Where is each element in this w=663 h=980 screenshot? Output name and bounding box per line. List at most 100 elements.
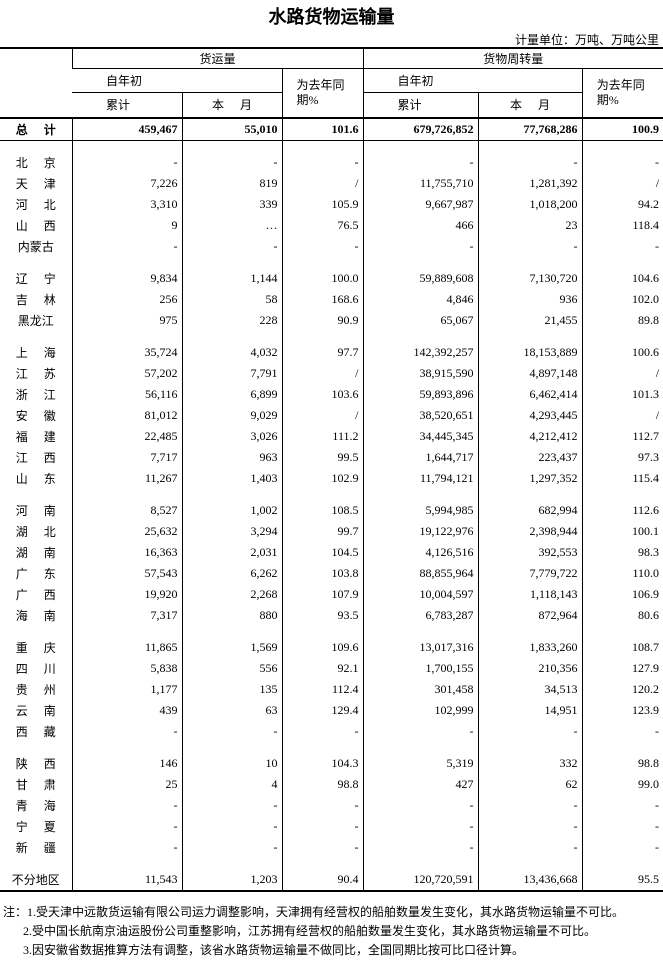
value-cell: 99.5 bbox=[281, 447, 364, 468]
table-row: 总计 459,467 55,010 101.6 679,726,852 77,768,28… bbox=[0, 118, 663, 141]
data-table: 货运量 货物周转量 自年初 为去年同期% 自年初 为去年同期% 累计 本月 累计… bbox=[0, 47, 663, 892]
region-label: 山西 bbox=[15, 219, 56, 233]
value-cell: 34,513 bbox=[477, 679, 583, 700]
value-cell: 101.6 bbox=[281, 118, 364, 141]
value-cell: 210,356 bbox=[477, 658, 583, 679]
value-cell: 1,281,392 bbox=[477, 173, 583, 194]
value-cell: 90.4 bbox=[281, 869, 364, 891]
value-cell: 975 bbox=[71, 310, 182, 331]
spacer-cell bbox=[0, 331, 72, 342]
spacer-cell bbox=[477, 489, 583, 500]
spacer-cell bbox=[281, 626, 364, 637]
value-cell: - bbox=[281, 816, 364, 837]
value-cell: 22,485 bbox=[71, 426, 182, 447]
region-cell: 新疆 bbox=[0, 837, 72, 858]
spacer-cell bbox=[71, 140, 182, 152]
value-cell: 5,994,985 bbox=[362, 500, 479, 521]
spacer-cell bbox=[477, 626, 583, 637]
value-cell: 100.0 bbox=[281, 268, 364, 289]
value-cell: 14,951 bbox=[477, 700, 583, 721]
value-cell: 11,543 bbox=[71, 869, 182, 891]
region-label: 江苏 bbox=[15, 367, 56, 381]
region-label: 宁夏 bbox=[15, 820, 56, 834]
table-row: 福建 22,485 3,026 111.2 34,445,345 4,212,412 112… bbox=[0, 426, 663, 447]
value-cell: 108.7 bbox=[581, 637, 663, 658]
value-cell: 102.0 bbox=[581, 289, 663, 310]
value-cell: - bbox=[477, 837, 583, 858]
region-cell: 云南 bbox=[0, 700, 72, 721]
value-cell: 56,116 bbox=[71, 384, 182, 405]
value-cell: 77,768,286 bbox=[477, 118, 583, 141]
value-cell: 19,920 bbox=[71, 584, 182, 605]
table-row: 广西 19,920 2,268 107.9 10,004,597 1,118,143 106… bbox=[0, 584, 663, 605]
region-cell: 上海 bbox=[0, 342, 72, 363]
region-cell: 北京 bbox=[0, 152, 72, 173]
region-label: 湖南 bbox=[15, 546, 56, 560]
table-row: 海南 7,317 880 93.5 6,783,287 872,964 80.6 bbox=[0, 605, 663, 626]
table-row: 北京 - - - - - - bbox=[0, 152, 663, 173]
table-row: 安徽 81,012 9,029/38,520,651 4,293,445/ bbox=[0, 405, 663, 426]
region-label: 内蒙古 bbox=[17, 240, 54, 254]
table-row: 不分地区 11,543 1,203 90.4 120,720,591 13,436,668… bbox=[0, 869, 663, 891]
value-cell: 4,126,516 bbox=[362, 542, 479, 563]
region-label: 新疆 bbox=[15, 841, 56, 855]
spacer-cell bbox=[0, 141, 72, 153]
value-cell: 936 bbox=[477, 289, 583, 310]
spacer-cell bbox=[581, 489, 663, 500]
value-cell: 108.5 bbox=[281, 500, 364, 521]
value-cell: 1,144 bbox=[181, 268, 282, 289]
value-cell: 25,632 bbox=[71, 521, 182, 542]
value-cell: 11,865 bbox=[71, 637, 182, 658]
value-cell: 6,262 bbox=[181, 563, 282, 584]
value-cell: 9,834 bbox=[71, 268, 182, 289]
value-cell: 102.9 bbox=[281, 468, 364, 489]
spacer-cell bbox=[0, 858, 72, 869]
spacer-cell bbox=[181, 331, 282, 342]
spacer-cell bbox=[281, 331, 364, 342]
value-cell: 2,031 bbox=[181, 542, 282, 563]
region-label: 青海 bbox=[15, 799, 56, 813]
value-cell: / bbox=[281, 173, 364, 194]
value-cell: 7,226 bbox=[71, 173, 182, 194]
spacer-cell bbox=[181, 140, 282, 152]
spacer-cell bbox=[581, 858, 663, 869]
value-cell: 112.6 bbox=[581, 500, 663, 521]
table-row: 四川 5,838 556 92.1 1,700,155 210,356 127.9 bbox=[0, 658, 663, 679]
value-cell: 6,462,414 bbox=[477, 384, 583, 405]
spacer-row bbox=[0, 742, 663, 753]
value-cell: 963 bbox=[181, 447, 282, 468]
value-cell: 13,017,316 bbox=[362, 637, 479, 658]
value-cell: 9 bbox=[71, 215, 182, 236]
value-cell: 135 bbox=[181, 679, 282, 700]
value-cell: - bbox=[477, 152, 583, 173]
note: 2.受中国长航南京油运股份公司重整影响，江苏拥有经营权的船舶数量发生变化，其水路… bbox=[23, 924, 597, 938]
spacer-cell bbox=[281, 140, 364, 152]
region-label: 河北 bbox=[15, 198, 56, 212]
value-cell: - bbox=[181, 837, 282, 858]
region-label: 河南 bbox=[15, 504, 56, 518]
notes: 注：1.受天津中远散货运输有限公司运力调整影响，天津拥有经营权的船舶数量发生变化… bbox=[3, 903, 661, 960]
table-row: 江苏 57,202 7,791/38,915,590 4,897,148/ bbox=[0, 363, 663, 384]
value-cell: 98.8 bbox=[281, 774, 364, 795]
value-cell: - bbox=[71, 816, 182, 837]
value-cell: 228 bbox=[181, 310, 282, 331]
value-cell: 103.6 bbox=[281, 384, 364, 405]
value-cell: 118.4 bbox=[581, 215, 663, 236]
value-cell: 1,297,352 bbox=[477, 468, 583, 489]
value-cell: 6,899 bbox=[181, 384, 282, 405]
region-cell: 河南 bbox=[0, 500, 72, 521]
value-cell: 35,724 bbox=[71, 342, 182, 363]
value-cell: 168.6 bbox=[281, 289, 364, 310]
value-cell: 466 bbox=[362, 215, 479, 236]
value-cell: 19,122,976 bbox=[362, 521, 479, 542]
value-cell: - bbox=[362, 795, 479, 816]
region-label: 广西 bbox=[15, 588, 56, 602]
spacer-row bbox=[0, 858, 663, 869]
value-cell: 5,319 bbox=[362, 753, 479, 774]
value-cell: - bbox=[281, 837, 364, 858]
col-header-text: 为去年同期% bbox=[296, 77, 345, 107]
value-cell: 2,268 bbox=[181, 584, 282, 605]
value-cell: 112.4 bbox=[281, 679, 364, 700]
spacer-cell bbox=[0, 257, 72, 268]
